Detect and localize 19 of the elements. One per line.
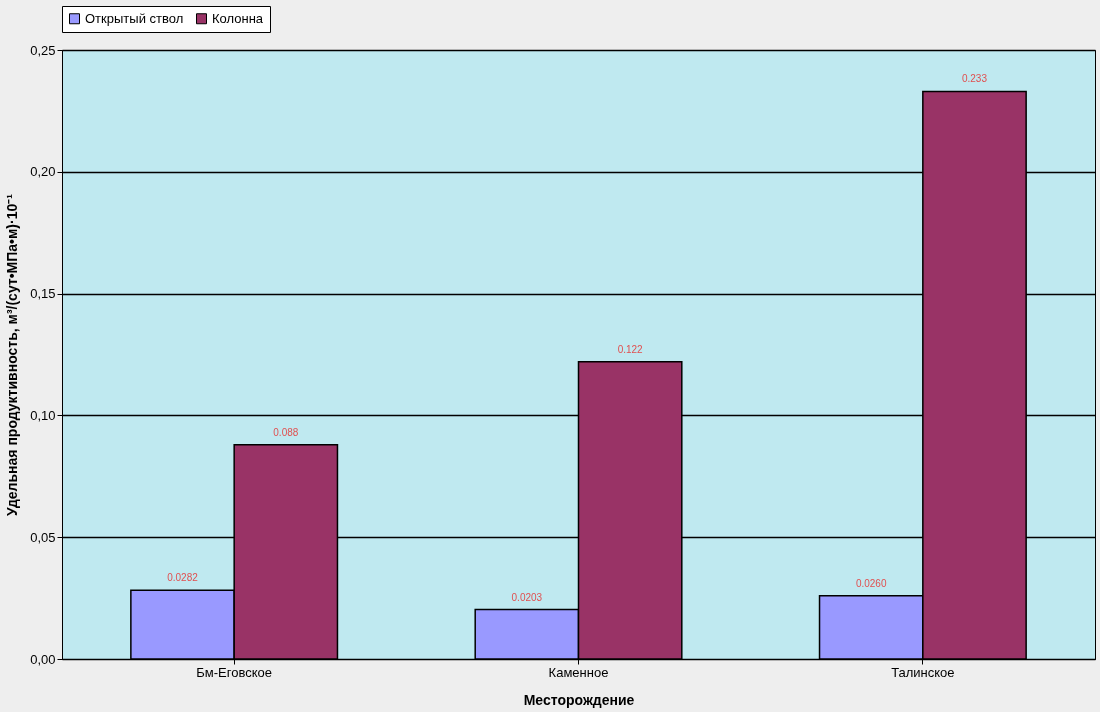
legend-label: Колонна — [212, 10, 264, 26]
x-tick-label: Бм-Еговское — [196, 664, 273, 680]
data-label: 0.0203 — [511, 591, 543, 603]
data-label: 0.0260 — [855, 577, 887, 589]
data-label: 0.122 — [617, 343, 644, 355]
y-tick-label: 0,20 — [30, 164, 56, 180]
legend-label: Открытый ствол — [85, 10, 184, 26]
y-tick-label: 0,25 — [30, 42, 56, 58]
y-axis-title: Удельная продуктивность, м³/(сут•МПа•м)·10⁻¹ — [4, 193, 21, 516]
data-label: 0.233 — [961, 73, 988, 85]
x-tick-label: Талинское — [891, 664, 955, 680]
x-axis-title: Месторождение — [523, 691, 635, 708]
y-tick-label: 0,05 — [30, 529, 56, 545]
data-label: 0.088 — [273, 426, 299, 438]
y-tick-label: 0,10 — [30, 407, 56, 423]
y-tick-label: 0,00 — [30, 651, 56, 667]
x-tick-label: Каменное — [548, 664, 609, 680]
data-label: 0.0282 — [167, 572, 199, 584]
y-tick-label: 0,15 — [30, 286, 56, 302]
